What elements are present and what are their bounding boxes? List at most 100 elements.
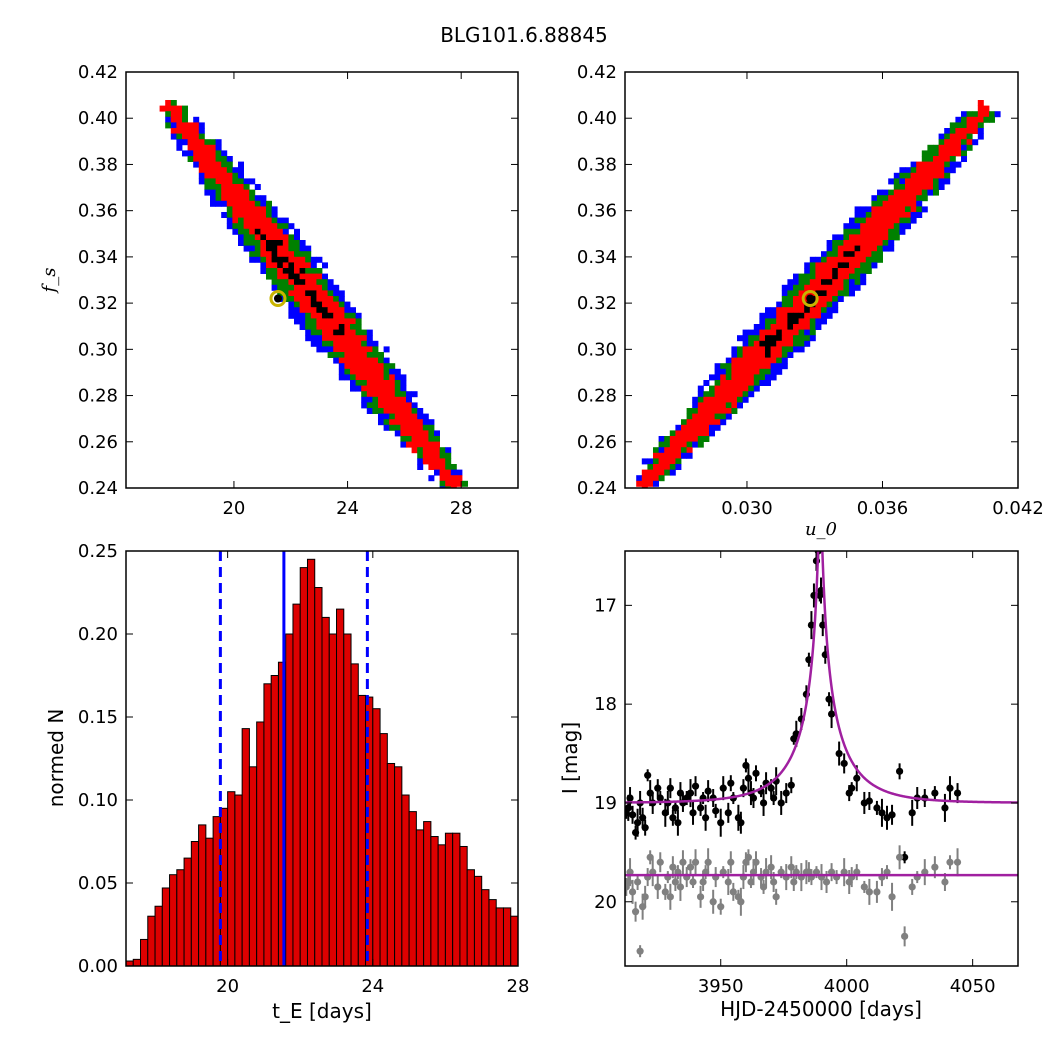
mid-contour-cell <box>882 240 889 246</box>
mid-contour-cell <box>809 262 816 269</box>
mid-contour-cell <box>770 318 777 325</box>
inner-contour-cell <box>305 279 312 286</box>
inner-contour-cell <box>837 256 844 263</box>
primary-data-point <box>931 789 939 797</box>
mid-contour-cell <box>944 161 951 168</box>
inner-contour-cell <box>182 128 188 134</box>
inner-contour-cell <box>338 346 345 353</box>
inner-contour-cell <box>299 256 306 263</box>
outer-contour-cell <box>927 189 934 196</box>
outer-contour-cell <box>709 424 715 431</box>
y-tick-label: 0.00 <box>78 956 118 977</box>
mid-contour-cell <box>877 245 883 252</box>
inner-contour-cell <box>221 167 228 174</box>
outer-contour-cell <box>860 212 867 218</box>
mid-contour-cell <box>966 144 973 151</box>
histogram-bar <box>357 694 367 966</box>
inner-contour-cell <box>243 195 250 202</box>
mid-contour-cell <box>305 268 312 274</box>
inner-contour-cell <box>837 245 844 252</box>
outer-contour-cell <box>781 363 788 370</box>
inner-contour-cell <box>238 184 244 190</box>
inner-contour-cell <box>865 228 872 235</box>
outer-contour-cell <box>793 273 799 280</box>
inner-contour-cell <box>355 363 362 370</box>
inner-contour-cell <box>238 195 244 202</box>
inner-contour-cell <box>389 380 396 386</box>
mid-contour-cell <box>322 279 328 286</box>
inner-contour-cell <box>843 256 850 263</box>
mid-contour-cell <box>759 368 766 375</box>
mid-contour-cell <box>877 256 883 263</box>
mid-contour-cell <box>254 200 261 207</box>
outer-contour-cell <box>417 464 424 470</box>
mid-contour-cell <box>394 424 401 431</box>
inner-contour-cell <box>949 133 956 140</box>
mid-contour-cell <box>182 116 188 123</box>
outer-contour-cell <box>333 357 340 364</box>
histogram-bar <box>576 964 583 966</box>
inner-contour-cell <box>226 195 233 202</box>
core-cell <box>759 340 766 347</box>
secondary-data-point <box>727 858 735 866</box>
inner-contour-cell <box>742 363 749 370</box>
mid-contour-cell <box>400 436 407 442</box>
inner-contour-cell <box>243 212 250 218</box>
mid-contour-cell <box>221 156 228 162</box>
inner-contour-cell <box>748 368 755 375</box>
inner-contour-cell <box>406 402 412 409</box>
y-tick-label: 0.24 <box>78 478 118 499</box>
inner-contour-cell <box>731 363 738 370</box>
inner-contour-cell <box>338 312 345 319</box>
mid-contour-cell <box>893 178 900 185</box>
mid-contour-cell <box>725 402 732 409</box>
mid-contour-cell <box>243 184 250 190</box>
outer-contour-cell <box>899 223 906 230</box>
y-tick-label: 0.26 <box>78 432 118 453</box>
inner-contour-cell <box>692 430 699 437</box>
core-cell <box>266 245 272 252</box>
outer-contour-cell <box>770 363 777 370</box>
best-fit-ring <box>801 289 819 307</box>
inner-contour-cell <box>316 318 323 325</box>
mid-contour-cell <box>877 251 883 258</box>
panel2-density-map <box>636 100 1001 488</box>
primary-data-point <box>878 809 886 817</box>
mid-contour-cell <box>737 346 743 353</box>
mid-contour-cell <box>893 223 900 230</box>
mid-contour-cell <box>686 413 693 420</box>
core-cell <box>787 324 794 330</box>
inner-contour-cell <box>361 363 368 370</box>
mid-contour-cell <box>720 363 727 370</box>
inner-contour-cell <box>888 195 895 202</box>
mid-contour-cell <box>765 368 771 375</box>
inner-contour-cell <box>176 116 183 123</box>
inner-contour-cell <box>877 234 883 241</box>
inner-contour-cell <box>977 100 984 106</box>
mid-contour-cell <box>462 480 468 487</box>
primary-data-point <box>628 811 637 819</box>
outer-contour-cell <box>238 240 244 246</box>
core-cell <box>299 279 306 286</box>
panel2-frame <box>624 71 1019 489</box>
outer-contour-cell <box>338 363 345 370</box>
mid-contour-cell <box>266 268 272 274</box>
inner-contour-cell <box>854 262 861 269</box>
inner-contour-cell <box>854 251 861 258</box>
inner-contour-cell <box>422 452 429 459</box>
primary-data-point <box>704 787 712 795</box>
mid-contour-cell <box>944 172 951 179</box>
mid-contour-cell <box>439 452 446 459</box>
mid-contour-cell <box>210 178 216 185</box>
inner-contour-cell <box>406 419 412 426</box>
inner-contour-cell <box>697 413 704 420</box>
inner-contour-cell <box>781 329 788 336</box>
outer-contour-cell <box>344 307 351 314</box>
inner-contour-cell <box>434 458 440 465</box>
inner-contour-cell <box>837 284 844 291</box>
inner-contour-cell <box>938 167 945 174</box>
mid-contour-cell <box>938 139 945 146</box>
core-cell <box>277 240 284 246</box>
y-tick-label: 0.38 <box>577 154 617 175</box>
inner-contour-cell <box>882 234 889 241</box>
